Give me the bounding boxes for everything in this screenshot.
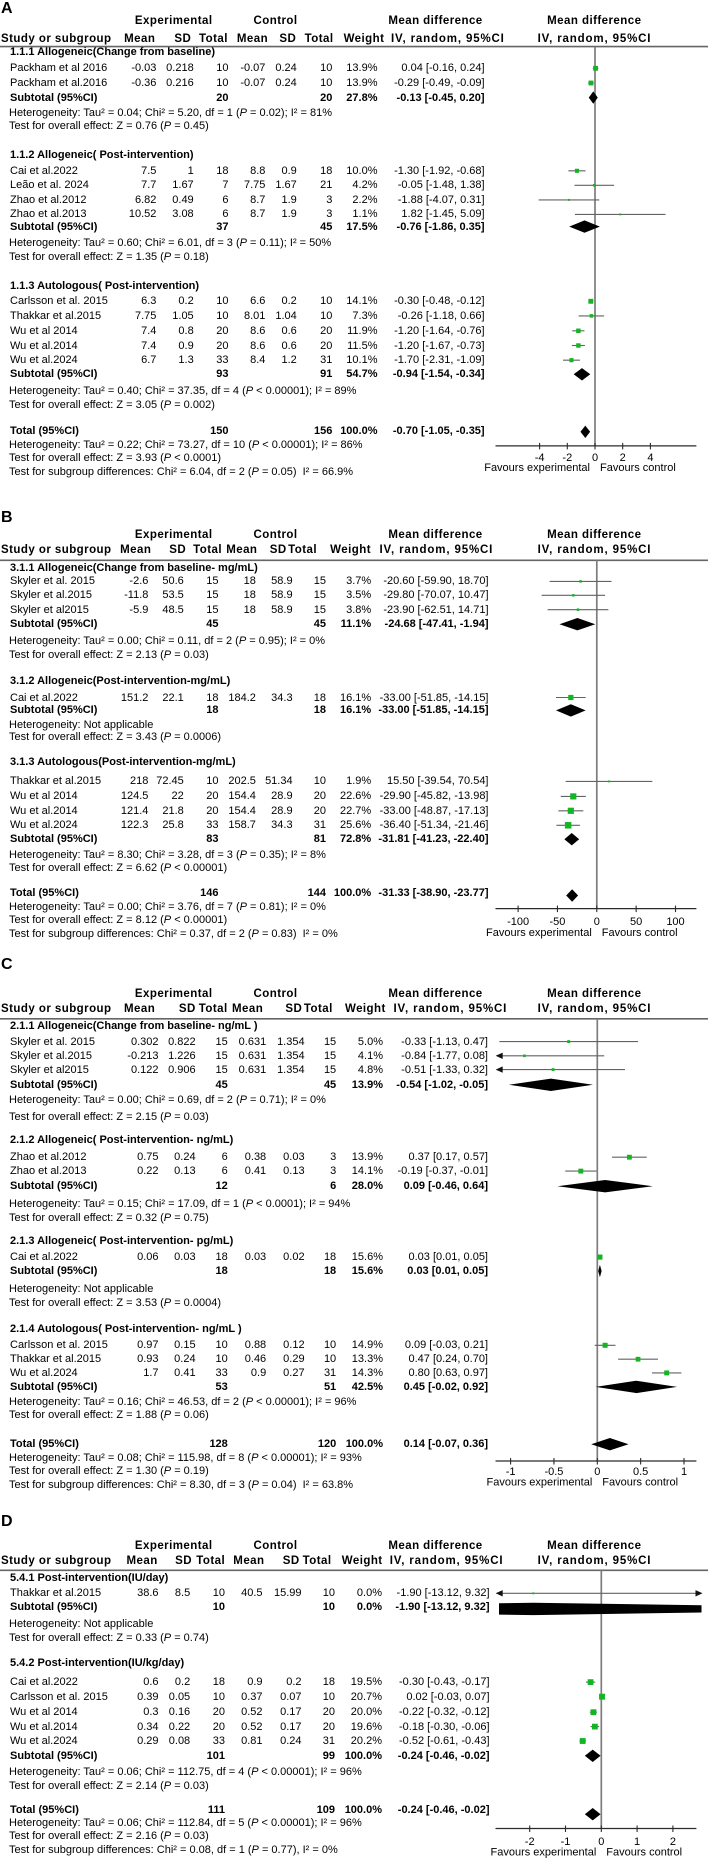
svg-text:1: 1	[681, 1466, 687, 1478]
svg-text:100: 100	[666, 916, 684, 928]
svg-text:2: 2	[670, 1836, 676, 1848]
svg-text:0: 0	[594, 916, 600, 928]
svg-text:4: 4	[647, 452, 653, 464]
svg-text:Favours control: Favours control	[602, 1477, 678, 1489]
svg-text:2: 2	[620, 452, 626, 464]
svg-text:-2: -2	[525, 1836, 535, 1848]
svg-text:0.5: 0.5	[633, 1466, 648, 1478]
svg-text:0: 0	[592, 452, 598, 464]
svg-text:Favours experimental: Favours experimental	[487, 1477, 593, 1489]
svg-text:-1: -1	[506, 1466, 516, 1478]
svg-text:-50: -50	[549, 916, 565, 928]
svg-text:Favours experimental: Favours experimental	[484, 462, 590, 474]
svg-text:-1: -1	[561, 1836, 571, 1848]
svg-text:-4: -4	[535, 452, 545, 464]
svg-text:-100: -100	[507, 916, 529, 928]
svg-text:0: 0	[598, 1836, 604, 1848]
svg-text:-2: -2	[562, 452, 572, 464]
svg-text:Favours experimental: Favours experimental	[491, 1847, 597, 1859]
svg-text:Favours control: Favours control	[600, 462, 676, 474]
svg-text:50: 50	[630, 916, 642, 928]
svg-text:0: 0	[594, 1466, 600, 1478]
svg-text:-0.5: -0.5	[544, 1466, 563, 1478]
svg-text:Favours control: Favours control	[602, 927, 678, 939]
svg-text:Favours experimental: Favours experimental	[486, 927, 592, 939]
svg-text:Favours control: Favours control	[606, 1847, 682, 1859]
svg-text:1: 1	[634, 1836, 640, 1848]
